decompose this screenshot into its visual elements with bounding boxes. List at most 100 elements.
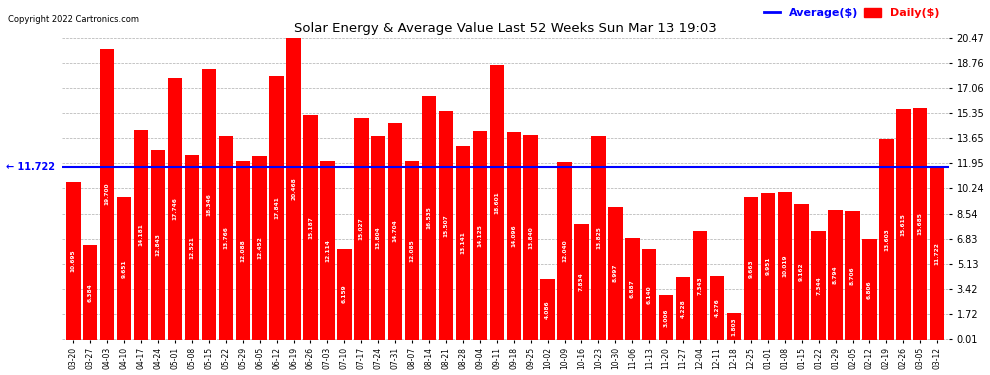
Bar — [422, 96, 437, 339]
Bar — [591, 136, 606, 339]
Bar — [643, 249, 656, 339]
Bar — [405, 161, 420, 339]
Bar — [608, 207, 623, 339]
Text: 15.187: 15.187 — [308, 216, 313, 239]
Bar — [338, 249, 351, 339]
Legend: Average($), Daily($): Average($), Daily($) — [759, 4, 943, 23]
Text: 4.228: 4.228 — [681, 299, 686, 318]
Text: 13.603: 13.603 — [884, 228, 889, 251]
Text: 12.452: 12.452 — [257, 236, 262, 259]
Bar — [659, 295, 673, 339]
Bar — [66, 182, 80, 339]
Text: 18.346: 18.346 — [206, 193, 211, 216]
Bar — [134, 130, 148, 339]
Text: 6.159: 6.159 — [342, 285, 346, 303]
Text: 15.027: 15.027 — [358, 217, 363, 240]
Text: 9.663: 9.663 — [748, 259, 753, 278]
Text: 15.507: 15.507 — [444, 214, 448, 237]
Bar — [269, 76, 284, 339]
Text: 15.685: 15.685 — [918, 212, 923, 235]
Bar — [862, 239, 877, 339]
Text: 1.803: 1.803 — [732, 317, 737, 336]
Bar — [913, 108, 928, 339]
Bar — [219, 136, 233, 339]
Text: 19.700: 19.700 — [105, 183, 110, 206]
Text: 7.343: 7.343 — [698, 276, 703, 295]
Title: Solar Energy & Average Value Last 52 Weeks Sun Mar 13 19:03: Solar Energy & Average Value Last 52 Wee… — [294, 22, 717, 35]
Text: 9.651: 9.651 — [122, 259, 127, 278]
Text: 8.794: 8.794 — [833, 266, 839, 284]
Bar — [710, 276, 725, 339]
Bar — [167, 78, 182, 339]
Bar — [439, 111, 453, 339]
Bar — [83, 245, 97, 339]
Text: 13.141: 13.141 — [460, 231, 465, 254]
Bar — [930, 166, 944, 339]
Text: 6.384: 6.384 — [88, 283, 93, 302]
Text: 13.804: 13.804 — [376, 226, 381, 249]
Text: 16.535: 16.535 — [427, 206, 432, 229]
Text: ← 11.722: ← 11.722 — [6, 162, 54, 172]
Bar — [320, 161, 335, 339]
Bar — [795, 204, 809, 339]
Bar — [371, 136, 385, 339]
Bar — [829, 210, 842, 339]
Text: 14.096: 14.096 — [511, 224, 516, 247]
Bar — [896, 109, 911, 339]
Bar — [303, 116, 318, 339]
Text: 4.086: 4.086 — [545, 300, 550, 319]
Text: 12.040: 12.040 — [562, 239, 567, 262]
Text: 12.085: 12.085 — [410, 239, 415, 262]
Text: 7.834: 7.834 — [579, 272, 584, 291]
Text: 14.704: 14.704 — [393, 220, 398, 243]
Bar — [100, 49, 115, 339]
Bar — [812, 231, 826, 339]
Bar — [760, 193, 775, 339]
Text: 12.843: 12.843 — [155, 233, 160, 256]
Text: 7.344: 7.344 — [816, 276, 821, 295]
Bar — [252, 156, 267, 339]
Bar — [455, 146, 470, 339]
Text: 10.019: 10.019 — [782, 254, 787, 277]
Text: 17.841: 17.841 — [274, 196, 279, 219]
Bar — [185, 155, 199, 339]
Text: 13.766: 13.766 — [224, 226, 229, 249]
Text: 4.276: 4.276 — [715, 298, 720, 317]
Text: 12.114: 12.114 — [325, 239, 330, 262]
Bar — [574, 224, 589, 339]
Bar — [490, 65, 504, 339]
Bar — [202, 69, 216, 339]
Bar — [693, 231, 707, 339]
Text: 12.088: 12.088 — [241, 239, 246, 262]
Text: 14.181: 14.181 — [139, 224, 144, 246]
Text: 18.601: 18.601 — [494, 191, 499, 214]
Text: Copyright 2022 Cartronics.com: Copyright 2022 Cartronics.com — [8, 15, 139, 24]
Bar — [286, 38, 301, 339]
Bar — [743, 197, 758, 339]
Text: 20.468: 20.468 — [291, 177, 296, 200]
Text: 10.695: 10.695 — [71, 249, 76, 272]
Bar — [727, 313, 742, 339]
Text: 8.706: 8.706 — [850, 266, 855, 285]
Text: 12.521: 12.521 — [189, 236, 194, 259]
Bar — [777, 192, 792, 339]
Text: 3.006: 3.006 — [663, 308, 668, 327]
Bar — [150, 150, 165, 339]
Text: 6.140: 6.140 — [646, 285, 651, 304]
Text: 9.162: 9.162 — [799, 262, 804, 281]
Text: 15.615: 15.615 — [901, 213, 906, 236]
Text: 14.125: 14.125 — [477, 224, 482, 247]
Bar — [625, 238, 640, 339]
Text: 17.746: 17.746 — [172, 197, 177, 220]
Text: 13.840: 13.840 — [529, 226, 534, 249]
Bar — [472, 131, 487, 339]
Bar — [117, 197, 132, 339]
Text: 9.951: 9.951 — [765, 257, 770, 275]
Text: 13.825: 13.825 — [596, 226, 601, 249]
Bar — [845, 211, 859, 339]
Bar — [236, 161, 249, 339]
Bar — [879, 139, 894, 339]
Text: 11.722: 11.722 — [935, 242, 940, 264]
Bar — [676, 277, 690, 339]
Bar — [524, 135, 538, 339]
